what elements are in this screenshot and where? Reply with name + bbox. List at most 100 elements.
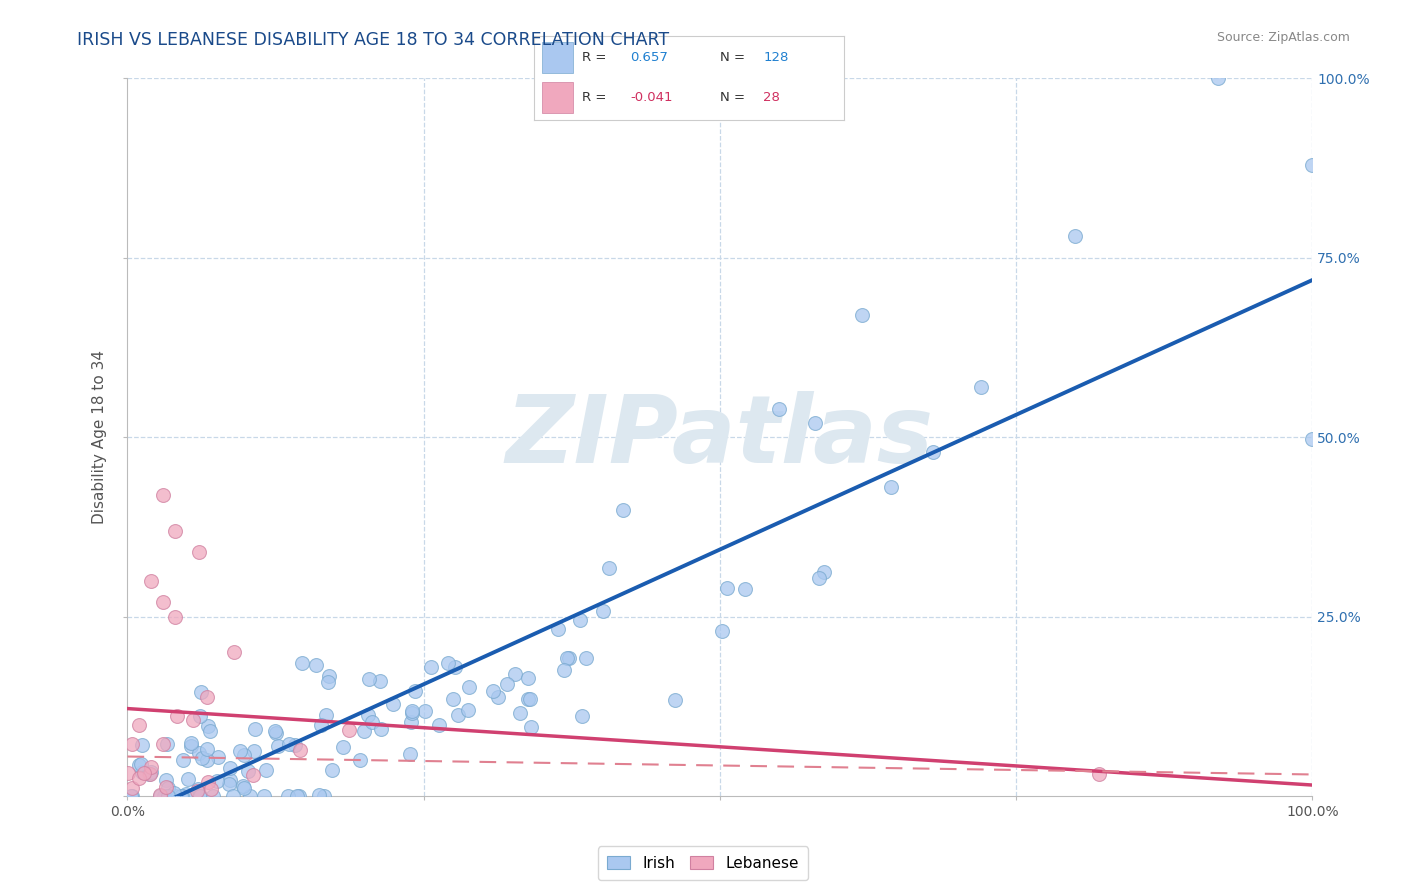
Point: [155, 772, 177, 787]
Point: [290, 742, 312, 756]
Point: [188, 789, 211, 803]
Point: [558, 651, 581, 665]
Point: [441, 691, 464, 706]
Point: [381, 697, 404, 711]
Point: [266, 739, 288, 754]
Point: [195, 690, 218, 704]
Point: [139, 764, 162, 779]
Text: N =: N =: [720, 51, 745, 64]
Point: [197, 775, 219, 789]
Point: [180, 739, 202, 753]
Point: [734, 582, 756, 596]
Point: [198, 724, 221, 739]
Point: [242, 767, 264, 781]
Point: [219, 772, 242, 787]
Point: [337, 723, 360, 738]
Bar: [541, 82, 574, 112]
Text: IRISH VS LEBANESE DISABILITY AGE 18 TO 34 CORRELATION CHART: IRISH VS LEBANESE DISABILITY AGE 18 TO 3…: [77, 31, 669, 49]
Point: [353, 724, 375, 739]
Point: [207, 774, 229, 789]
Point: [288, 789, 311, 803]
Point: [187, 545, 209, 559]
Point: [121, 780, 143, 795]
Point: [129, 757, 152, 772]
Point: [277, 789, 299, 803]
Point: [132, 766, 155, 780]
Point: [202, 789, 225, 803]
Point: [427, 718, 450, 732]
Point: [457, 681, 479, 695]
Text: N =: N =: [720, 91, 745, 104]
Point: [243, 744, 266, 758]
Point: [879, 480, 901, 494]
Point: [813, 565, 835, 579]
Point: [163, 524, 186, 538]
Point: [153, 789, 176, 803]
Point: [711, 624, 734, 638]
Point: [321, 763, 343, 777]
Point: [180, 736, 202, 750]
Point: [157, 781, 180, 796]
Point: [308, 789, 330, 803]
Point: [128, 771, 150, 785]
Point: [360, 714, 382, 729]
Point: [399, 747, 422, 762]
Point: [152, 488, 174, 502]
Point: [553, 663, 575, 677]
Point: [482, 684, 505, 698]
Point: [229, 744, 252, 758]
Point: [222, 789, 245, 803]
Point: [457, 703, 479, 717]
Point: [349, 753, 371, 767]
Point: [188, 746, 211, 760]
Point: [236, 764, 259, 779]
Point: [598, 561, 620, 575]
Point: [188, 709, 211, 723]
Point: [155, 780, 177, 795]
Point: [419, 660, 441, 674]
Text: -0.041: -0.041: [630, 91, 672, 104]
Point: [170, 789, 193, 803]
Point: [1206, 71, 1229, 86]
Point: [305, 658, 328, 673]
Point: [1301, 158, 1323, 172]
Point: [807, 571, 830, 585]
Point: [195, 753, 218, 767]
Point: [195, 741, 218, 756]
Point: [131, 764, 153, 779]
Point: [370, 723, 392, 737]
Legend: Irish, Lebanese: Irish, Lebanese: [598, 847, 808, 880]
Point: [224, 645, 246, 659]
Point: [664, 693, 686, 707]
Point: [315, 708, 337, 723]
Point: [176, 772, 198, 786]
Point: [571, 708, 593, 723]
Point: [170, 789, 193, 803]
Point: [207, 749, 229, 764]
Point: [117, 766, 139, 780]
Point: [190, 789, 212, 803]
Point: [197, 719, 219, 733]
Point: [503, 667, 526, 681]
Point: [332, 740, 354, 755]
Point: [120, 789, 142, 803]
Point: [357, 707, 380, 722]
Bar: [541, 43, 574, 73]
Text: R =: R =: [582, 91, 606, 104]
Point: [179, 789, 201, 803]
Point: [278, 737, 301, 751]
Point: [156, 737, 179, 751]
Point: [190, 685, 212, 699]
Point: [181, 713, 204, 727]
Point: [309, 718, 332, 732]
Point: [121, 737, 143, 751]
Text: 28: 28: [763, 91, 780, 104]
Point: [285, 789, 308, 803]
Point: [1064, 229, 1087, 244]
Point: [516, 671, 538, 685]
Point: [141, 759, 163, 773]
Point: [922, 444, 945, 458]
Point: [547, 622, 569, 636]
Point: [157, 789, 180, 803]
Point: [495, 677, 517, 691]
